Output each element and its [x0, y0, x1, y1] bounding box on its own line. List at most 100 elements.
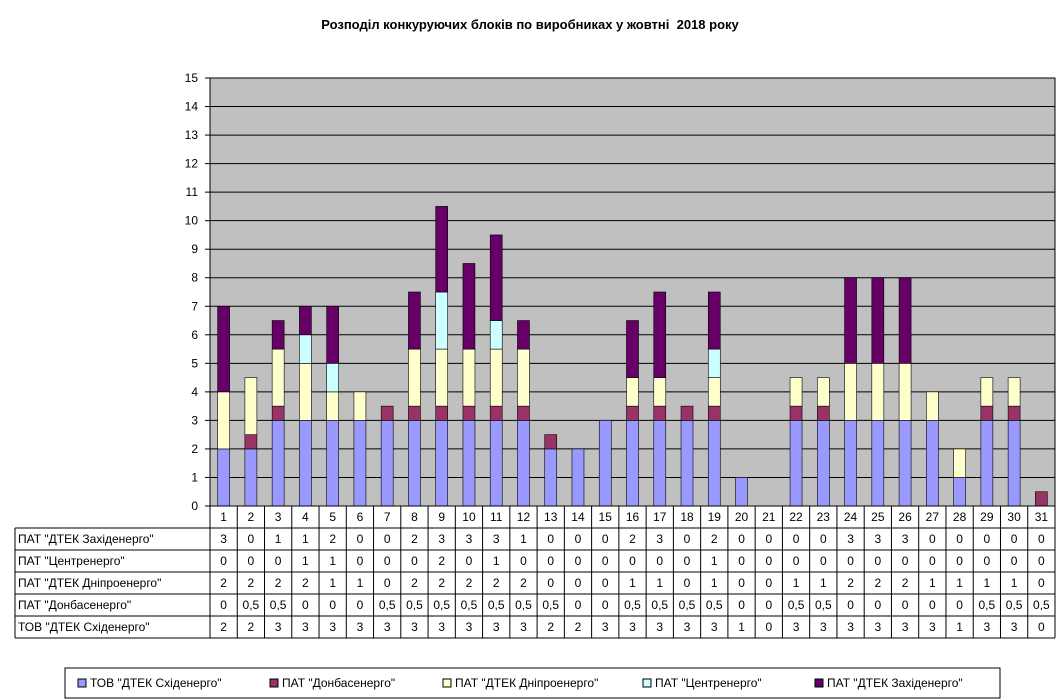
table-cell: 3 [874, 620, 881, 634]
table-day-label: 1 [220, 510, 227, 524]
y-tick-label: 13 [185, 128, 199, 142]
table-cell: 2 [847, 576, 854, 590]
table-day-label: 10 [462, 510, 476, 524]
table-cell: 3 [820, 620, 827, 634]
bar-series-1-day-4 [299, 420, 312, 507]
table-cell: 1 [1011, 576, 1018, 590]
table-cell: 1 [357, 576, 364, 590]
table-day-label: 17 [653, 510, 667, 524]
table-cell: 0,5 [679, 598, 696, 612]
bar-series-5-day-9 [435, 206, 448, 293]
table-cell: 3 [793, 620, 800, 634]
table-cell: 0,5 [243, 598, 260, 612]
table-cell: 0,5 [651, 598, 668, 612]
bar-series-1-day-25 [871, 420, 885, 507]
table-day-label: 14 [571, 510, 585, 524]
table-cell: 3 [656, 532, 663, 546]
table-day-label: 26 [898, 510, 912, 524]
table-cell: 0 [302, 598, 309, 612]
bar-series-3-day-17 [653, 377, 667, 407]
legend: ТОВ "ДТЕК Східенерго" ПАТ "Донбасенерго" П… [64, 667, 1001, 699]
bar-series-1-day-26 [898, 420, 912, 507]
table-cell: 0 [765, 598, 772, 612]
table-day-label: 27 [926, 510, 940, 524]
table-cell: 3 [847, 620, 854, 634]
table-day-label: 19 [708, 510, 722, 524]
table-day-label: 6 [357, 510, 364, 524]
bar-series-3-day-6 [353, 391, 367, 421]
table-cell: 0,5 [979, 598, 996, 612]
table-cell: 3 [466, 532, 473, 546]
table-cell: 0 [384, 554, 391, 568]
table-cell: 0,5 [406, 598, 423, 612]
table-cell: 3 [520, 620, 527, 634]
table-day-label: 4 [302, 510, 309, 524]
table-cell: 3 [984, 620, 991, 634]
table-cell: 1 [984, 576, 991, 590]
bar-series-1-day-10 [462, 420, 476, 507]
table-cell: 0,5 [624, 598, 641, 612]
table-cell: 0 [575, 532, 582, 546]
table-cell: 0 [765, 554, 772, 568]
bar-series-5-day-25 [871, 277, 885, 364]
table-cell: 0 [929, 598, 936, 612]
bar-series-5-day-8 [408, 291, 421, 350]
table-day-label: 20 [735, 510, 749, 524]
table-cell: 3 [629, 620, 636, 634]
table-day-label: 9 [438, 510, 445, 524]
table-cell: 1 [520, 532, 527, 546]
table-cell: 0 [738, 598, 745, 612]
table-day-label: 24 [844, 510, 858, 524]
bar-series-3-day-16 [626, 377, 639, 407]
bar-series-3-day-27 [926, 391, 939, 421]
table-cell: 0 [956, 554, 963, 568]
bar-series-2-day-3 [271, 405, 285, 421]
bar-series-1-day-24 [844, 420, 857, 507]
table-cell: 0,5 [270, 598, 287, 612]
table-day-label: 2 [248, 510, 255, 524]
table-day-label: 7 [384, 510, 391, 524]
table-cell: 2 [493, 576, 500, 590]
table-day-label: 31 [1035, 510, 1049, 524]
bar-series-2-day-11 [489, 405, 503, 421]
table-day-label: 3 [275, 510, 282, 524]
table-day-label: 11 [490, 510, 503, 524]
bar-series-1-day-9 [435, 420, 448, 507]
table-day-label: 5 [329, 510, 336, 524]
table-cell: 2 [902, 576, 909, 590]
data-table: 1 2 3 4 5 6 7 8 9 10 11 12 13 14 15 16 17 18 19 20 21 22 23 24 2… [14, 505, 1056, 639]
table-cell: 0 [820, 554, 827, 568]
table-cell: 0 [793, 532, 800, 546]
table-cell: 0 [956, 532, 963, 546]
bar-series-1-day-18 [680, 420, 694, 507]
table-day-label: 23 [817, 510, 831, 524]
table-cell: 0 [1038, 532, 1045, 546]
table-cell: 0 [656, 554, 663, 568]
table-cell: 1 [820, 576, 827, 590]
table-row-label: ПАТ "Центренерго" [18, 554, 125, 568]
bar-series-3-day-12 [517, 348, 530, 407]
table-cell: 3 [684, 620, 691, 634]
legend-swatch [642, 678, 652, 688]
table-cell: 0 [411, 554, 418, 568]
table-cell: 0 [765, 620, 772, 634]
table-cell: 3 [275, 620, 282, 634]
bar-series-1-day-7 [380, 420, 394, 507]
bar-series-1-day-28 [953, 477, 966, 507]
bar-series-5-day-1 [217, 305, 230, 393]
bar-series-1-day-13 [544, 448, 558, 507]
legend-box [64, 667, 1001, 699]
table-cell: 2 [248, 576, 255, 590]
bar-series-1-day-15 [598, 420, 612, 507]
table-cell: 0 [738, 532, 745, 546]
table-cell: 0,5 [488, 598, 505, 612]
bar-series-1-day-6 [353, 420, 367, 507]
table-cell: 1 [738, 620, 745, 634]
bar-series-1-day-22 [789, 420, 803, 507]
table-cell: 0 [275, 554, 282, 568]
legend-item: ПАТ "ДТЕК Західенерго" [814, 676, 963, 690]
bar-series-2-day-16 [626, 405, 639, 421]
bar-series-3-day-8 [408, 348, 421, 407]
bar-series-1-day-12 [517, 420, 530, 507]
bar-series-2-day-19 [707, 405, 721, 421]
